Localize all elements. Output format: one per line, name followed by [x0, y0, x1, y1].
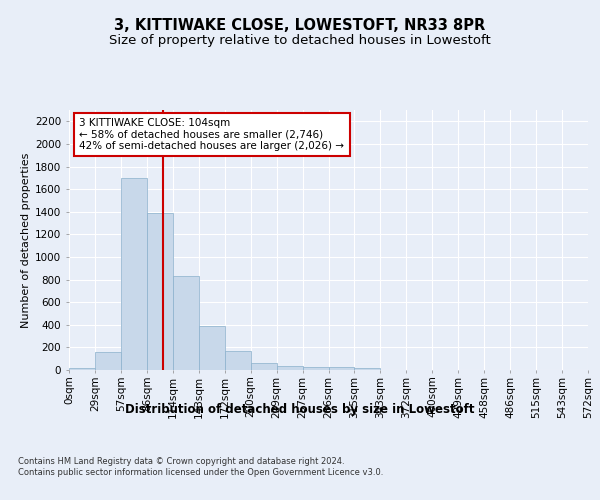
Bar — [329, 367, 355, 370]
Bar — [173, 276, 199, 370]
Bar — [199, 326, 224, 370]
Bar — [277, 366, 302, 370]
Bar — [225, 352, 251, 370]
Bar — [355, 368, 380, 370]
Text: Distribution of detached houses by size in Lowestoft: Distribution of detached houses by size … — [125, 402, 475, 415]
Text: Size of property relative to detached houses in Lowestoft: Size of property relative to detached ho… — [109, 34, 491, 47]
Bar — [121, 178, 147, 370]
Bar — [69, 368, 95, 370]
Bar — [302, 367, 329, 370]
Y-axis label: Number of detached properties: Number of detached properties — [21, 152, 31, 328]
Text: Contains HM Land Registry data © Crown copyright and database right 2024.
Contai: Contains HM Land Registry data © Crown c… — [18, 458, 383, 477]
Text: 3, KITTIWAKE CLOSE, LOWESTOFT, NR33 8PR: 3, KITTIWAKE CLOSE, LOWESTOFT, NR33 8PR — [115, 18, 485, 32]
Text: 3 KITTIWAKE CLOSE: 104sqm
← 58% of detached houses are smaller (2,746)
42% of se: 3 KITTIWAKE CLOSE: 104sqm ← 58% of detac… — [79, 118, 344, 151]
Bar — [147, 213, 173, 370]
Bar — [251, 362, 277, 370]
Bar — [95, 352, 121, 370]
